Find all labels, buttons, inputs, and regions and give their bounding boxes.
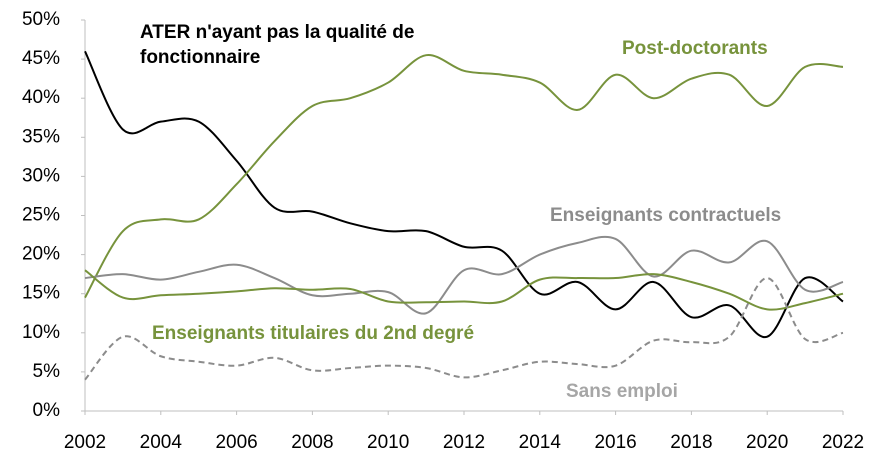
y-tick-label: 10% xyxy=(22,322,60,343)
x-tick-label: 2018 xyxy=(670,432,712,453)
x-tick-label: 2010 xyxy=(367,432,409,453)
x-tick-label: 2008 xyxy=(291,432,333,453)
series-line xyxy=(84,235,844,315)
y-tick-label: 5% xyxy=(33,361,61,382)
series-line xyxy=(84,54,844,299)
y-tick-label: 25% xyxy=(22,205,60,226)
y-tick-label: 45% xyxy=(22,48,60,69)
series-label: Post-doctorants xyxy=(622,38,768,59)
x-tick-label: 2006 xyxy=(215,432,257,453)
series-line xyxy=(84,50,844,338)
x-tick-label: 2002 xyxy=(64,432,106,453)
series-line xyxy=(84,277,844,381)
y-tick-label: 50% xyxy=(22,9,60,30)
y-tick-label: 30% xyxy=(22,165,60,186)
series-label: Enseignants titulaires du 2nd degré xyxy=(152,323,475,344)
x-tick-label: 2004 xyxy=(140,432,183,453)
series-label: Enseignants contractuels xyxy=(550,205,782,226)
x-tick-label: 2012 xyxy=(443,432,485,453)
y-tick-label: 40% xyxy=(22,87,60,108)
series-label: Sans emploi xyxy=(566,381,678,402)
y-tick-label: 35% xyxy=(22,126,60,147)
y-tick-label: 0% xyxy=(33,400,61,421)
x-tick-label: 2020 xyxy=(746,432,788,453)
x-tick-label: 2014 xyxy=(519,432,562,453)
series-line xyxy=(84,269,844,311)
x-tick-label: 2016 xyxy=(594,432,636,453)
x-tick-label: 2022 xyxy=(822,432,864,453)
y-tick-label: 15% xyxy=(22,283,60,304)
y-tick-label: 20% xyxy=(22,244,60,265)
series-label: ATER n'ayant pas la qualité de fonctionn… xyxy=(140,22,415,68)
